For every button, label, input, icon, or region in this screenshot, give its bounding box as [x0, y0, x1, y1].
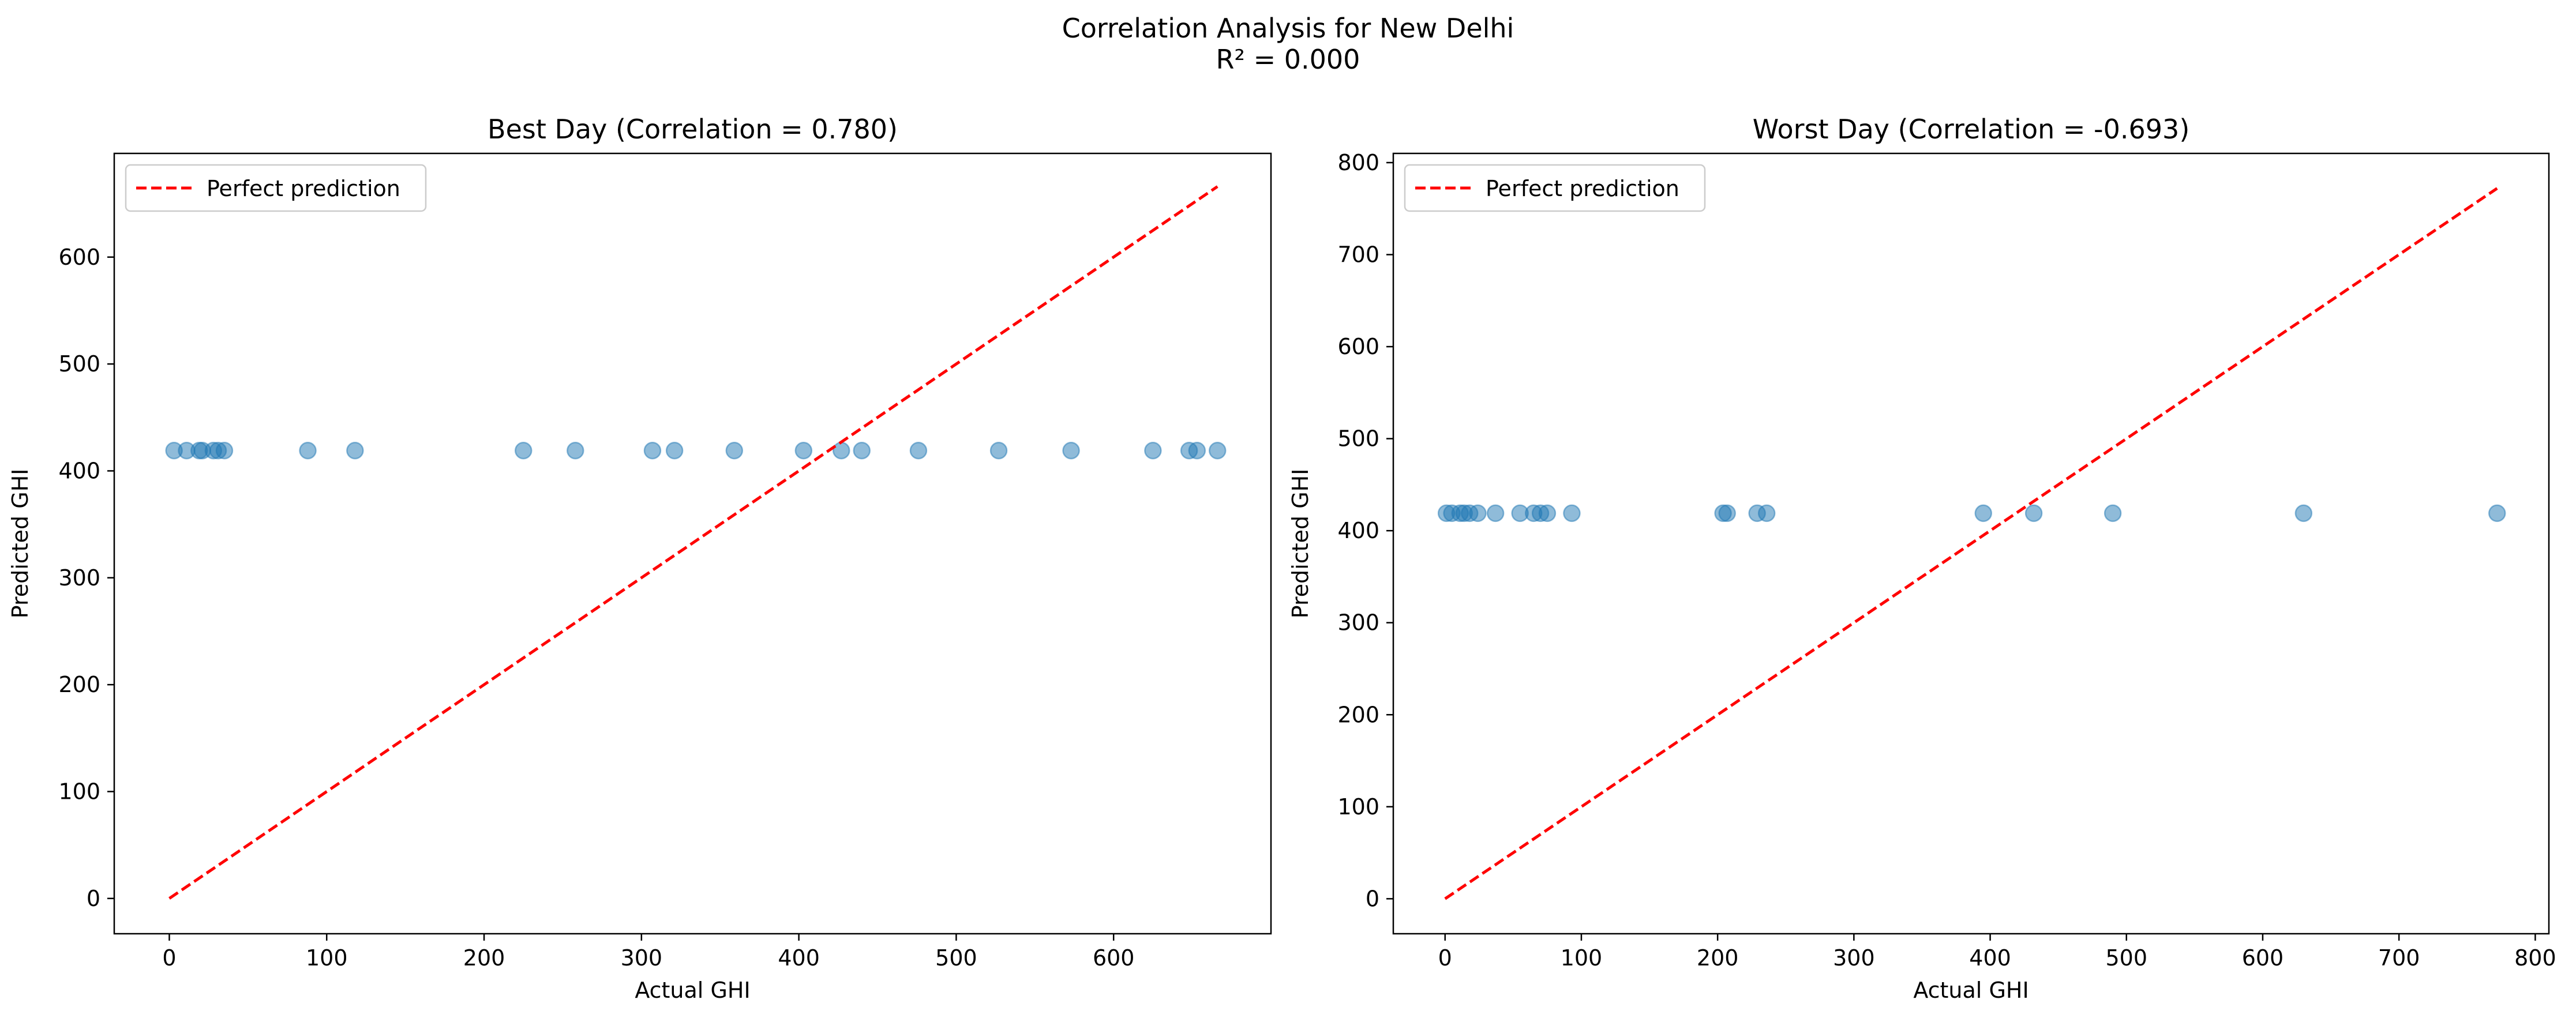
- panel1-scatter-point: [833, 442, 850, 460]
- panel1-scatter-point: [725, 442, 744, 460]
- figure-title-line1: Correlation Analysis for New Delhi: [1062, 13, 1514, 44]
- panel2-y-tick-label: 700: [1337, 242, 1379, 268]
- panel1-axes-frame: [113, 152, 1272, 935]
- panel1-legend-label: Perfect prediction: [207, 176, 400, 201]
- panel2-perfect-prediction-line: [1444, 187, 2498, 900]
- panel2-y-tick-label: 100: [1337, 794, 1379, 820]
- panel2-x-tick-label: 0: [1438, 945, 1452, 971]
- panel2-scatter-point: [1538, 504, 1557, 523]
- panel1-x-tick-label: 400: [778, 945, 820, 971]
- panel1-scatter-point: [215, 442, 234, 460]
- panel1-scatter-point: [794, 442, 813, 460]
- panel2-x-axis-label: Actual GHI: [1913, 978, 2028, 1003]
- panel2-y-tick-label: 800: [1337, 150, 1379, 175]
- panel2-scatter-point: [2103, 504, 2122, 523]
- panel2-title: Worst Day (Correlation = -0.693): [1753, 114, 2190, 145]
- panel2-scatter-point: [2294, 504, 2313, 523]
- panel2-x-tick-label: 700: [2378, 945, 2420, 971]
- panel2-x-tick-label: 500: [2106, 945, 2148, 971]
- panel2-legend-label: Perfect prediction: [1486, 176, 1679, 201]
- panel1-x-tick-label: 300: [621, 945, 663, 971]
- panel1-scatter-point: [1144, 442, 1162, 460]
- panel1-x-tick-label: 200: [463, 945, 505, 971]
- panel1-scatter-point: [1188, 442, 1206, 460]
- panel2-scatter-point: [1563, 504, 1581, 523]
- panel1-perfect-prediction-line: [168, 185, 1218, 900]
- panel2-x-tick-label: 100: [1561, 945, 1603, 971]
- panel1-scatter-point: [665, 442, 684, 460]
- panel2-legend-box: [1404, 164, 1706, 212]
- panel1-y-tick-label: 0: [87, 886, 100, 911]
- panel2-x-tick-label: 200: [1697, 945, 1739, 971]
- panel1-y-tick-label: 200: [58, 672, 100, 697]
- panel1-scatter-point: [346, 442, 364, 460]
- panel2-scatter-point: [2024, 504, 2043, 523]
- panel1-x-tick-label: 0: [162, 945, 176, 971]
- panel2-scatter-point: [2488, 504, 2506, 523]
- panel2-scatter-point: [1486, 504, 1505, 523]
- panel1-x-axis-label: Actual GHI: [635, 978, 750, 1003]
- panel2-y-tick-label: 400: [1337, 518, 1379, 543]
- panel2-y-tick-label: 200: [1337, 702, 1379, 727]
- panel1-y-tick-label: 600: [58, 245, 100, 270]
- panel1-scatter-point: [853, 442, 871, 460]
- panel1-scatter-point: [909, 442, 928, 460]
- panel1-y-tick-label: 300: [58, 565, 100, 591]
- panel2-axes-frame: [1392, 152, 2550, 935]
- panel2-scatter-point: [1718, 504, 1736, 523]
- panel1-y-tick-label: 100: [58, 779, 100, 804]
- panel2-x-tick-label: 400: [1969, 945, 2011, 971]
- panel1-scatter-point: [1209, 442, 1227, 460]
- panel2-y-tick-label: 0: [1366, 886, 1379, 911]
- panel2-y-axis-label: Predicted GHI: [1288, 469, 1313, 619]
- panel1-y-tick-label: 500: [58, 351, 100, 377]
- panel1-x-tick-label: 600: [1093, 945, 1135, 971]
- panel2-scatter-point: [1469, 504, 1487, 523]
- panel2-x-tick-label: 600: [2242, 945, 2284, 971]
- panel1-scatter-point: [567, 442, 584, 460]
- figure-title-line2: R² = 0.000: [1216, 44, 1360, 75]
- panel1-y-axis-label: Predicted GHI: [8, 469, 33, 619]
- panel2-x-tick-label: 300: [1833, 945, 1875, 971]
- panel1-x-tick-label: 500: [935, 945, 977, 971]
- panel1-scatter-point: [299, 442, 317, 460]
- panel1-title: Best Day (Correlation = 0.780): [488, 114, 898, 145]
- panel1-scatter-point: [1062, 442, 1080, 460]
- panel1-scatter-point: [989, 442, 1008, 460]
- panel2-scatter-point: [1757, 504, 1776, 523]
- panel2-scatter-point: [1974, 504, 1993, 523]
- panel2-y-tick-label: 600: [1337, 334, 1379, 359]
- panel1-scatter-point: [643, 442, 662, 460]
- panel2-y-tick-label: 300: [1337, 610, 1379, 636]
- panel1-y-tick-label: 400: [58, 458, 100, 483]
- panel2-x-tick-label: 800: [2514, 945, 2556, 971]
- panel1-scatter-point: [515, 442, 533, 460]
- figure-title: Correlation Analysis for New Delhi R² = …: [0, 13, 2576, 75]
- panel1-x-tick-label: 100: [306, 945, 348, 971]
- panel2-y-tick-label: 500: [1337, 426, 1379, 452]
- panel1-legend-box: [125, 164, 427, 212]
